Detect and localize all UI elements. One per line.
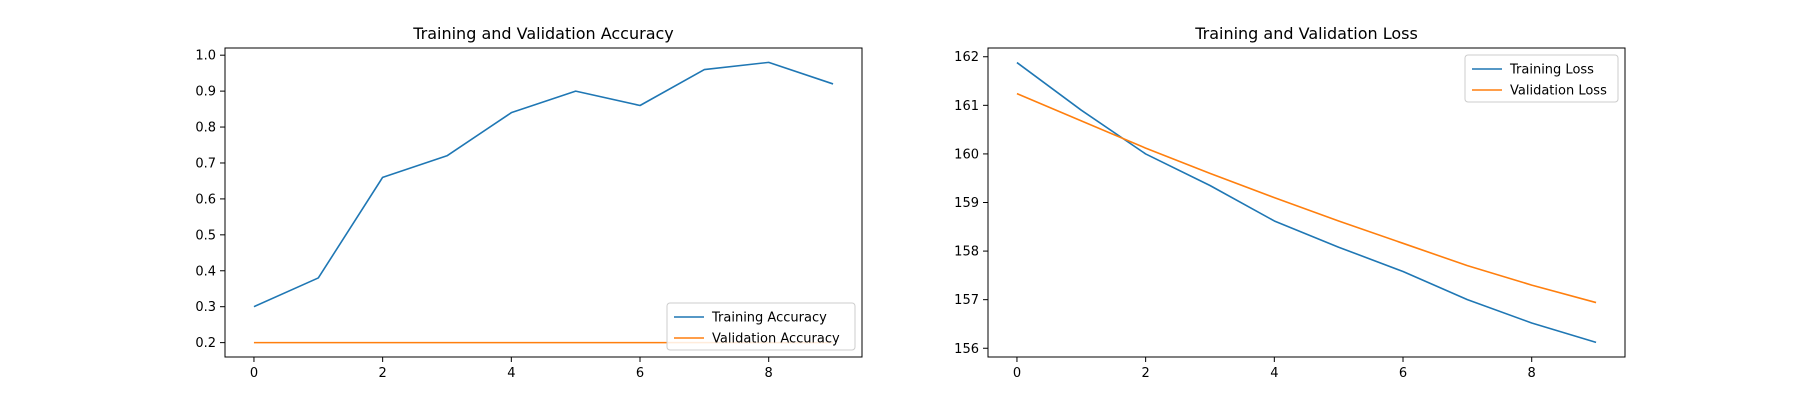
accuracy-y-tick-label: 0.9: [195, 85, 216, 100]
loss-x-tick-label: 6: [1399, 366, 1407, 381]
loss-x-tick-label: 8: [1528, 366, 1536, 381]
loss-y-tick-label: 157: [954, 293, 979, 308]
accuracy-legend-label-validation: Validation Accuracy: [712, 332, 840, 347]
loss-x-tick-label: 0: [1013, 366, 1021, 381]
accuracy-x-tick-label: 0: [250, 366, 258, 381]
accuracy-y-tick-label: 0.8: [195, 121, 216, 136]
accuracy-axes-frame: [224, 47, 863, 358]
loss-legend-label-validation: Validation Loss: [1510, 84, 1607, 99]
loss-legend: Training Loss Validation Loss: [1464, 54, 1619, 103]
loss-y-tick-label: 160: [954, 147, 979, 162]
loss-y-tick-label: 162: [954, 50, 979, 65]
accuracy-y-tick-label: 0.4: [195, 264, 216, 279]
accuracy-y-tick-label: 0.7: [195, 156, 216, 171]
accuracy-legend-box: [666, 302, 856, 351]
accuracy-chart: Training and Validation Accuracy 0 2 4 6 8 0.2…: [195, 24, 863, 381]
loss-axes-frame: [987, 47, 1626, 358]
accuracy-x-tick-label: 2: [379, 366, 387, 381]
loss-legend-box: [1464, 54, 1619, 103]
accuracy-y-tick-label: 1.0: [195, 49, 216, 64]
accuracy-x-tick-label: 6: [636, 366, 644, 381]
accuracy-legend-label-training: Training Accuracy: [711, 311, 827, 326]
accuracy-y-tick-label: 0.2: [195, 336, 216, 351]
loss-y-tick-label: 158: [954, 245, 979, 260]
loss-y-tick-label: 159: [954, 196, 979, 211]
loss-x-tick-label: 4: [1270, 366, 1278, 381]
loss-y-tick-label: 156: [954, 342, 979, 357]
accuracy-x-tick-label: 4: [507, 366, 515, 381]
loss-series-line-validation: [1016, 92, 1597, 304]
accuracy-chart-title: Training and Validation Accuracy: [412, 24, 674, 43]
accuracy-legend: Training Accuracy Validation Accuracy: [666, 302, 856, 351]
loss-y-tick-label: 161: [954, 99, 979, 114]
loss-chart: Training and Validation Loss 0 2 4 6 8 156 157 1…: [954, 24, 1626, 381]
accuracy-y-tick-label: 0.6: [195, 192, 216, 207]
loss-x-tick-label: 2: [1142, 366, 1150, 381]
loss-series-line-training: [1016, 61, 1597, 344]
loss-legend-label-training: Training Loss: [1509, 63, 1594, 78]
accuracy-y-tick-label: 0.5: [195, 228, 216, 243]
accuracy-x-tick-label: 8: [765, 366, 773, 381]
accuracy-y-tick-label: 0.3: [195, 300, 216, 315]
accuracy-series-line-training: [253, 61, 834, 308]
loss-chart-title: Training and Validation Loss: [1194, 24, 1418, 43]
